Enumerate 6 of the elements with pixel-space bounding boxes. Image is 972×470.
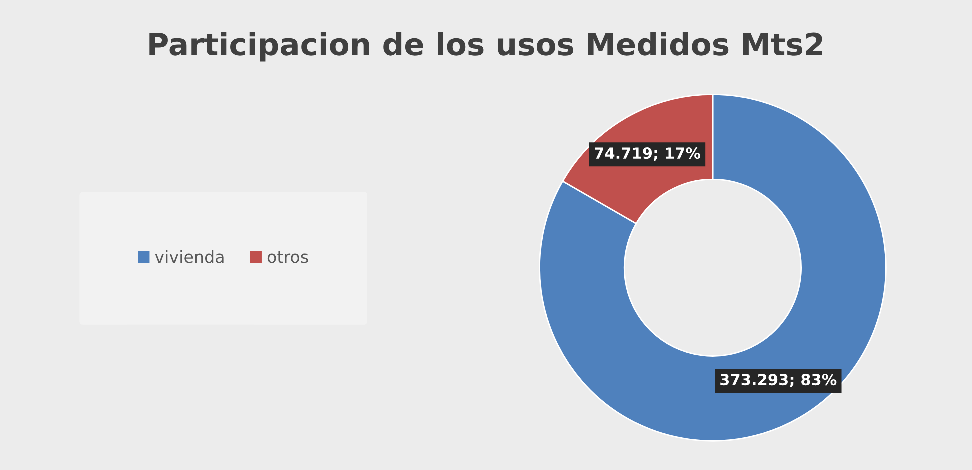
chart-title: Participacion de los usos Medidos Mts2 — [150, 32, 823, 62]
donut-slice — [539, 94, 887, 442]
legend-label: vivienda — [155, 250, 224, 264]
legend-label: otros — [268, 251, 308, 264]
data-label: 373.293; 83% — [720, 374, 837, 388]
data-label: 74.719; 17% — [595, 148, 701, 162]
